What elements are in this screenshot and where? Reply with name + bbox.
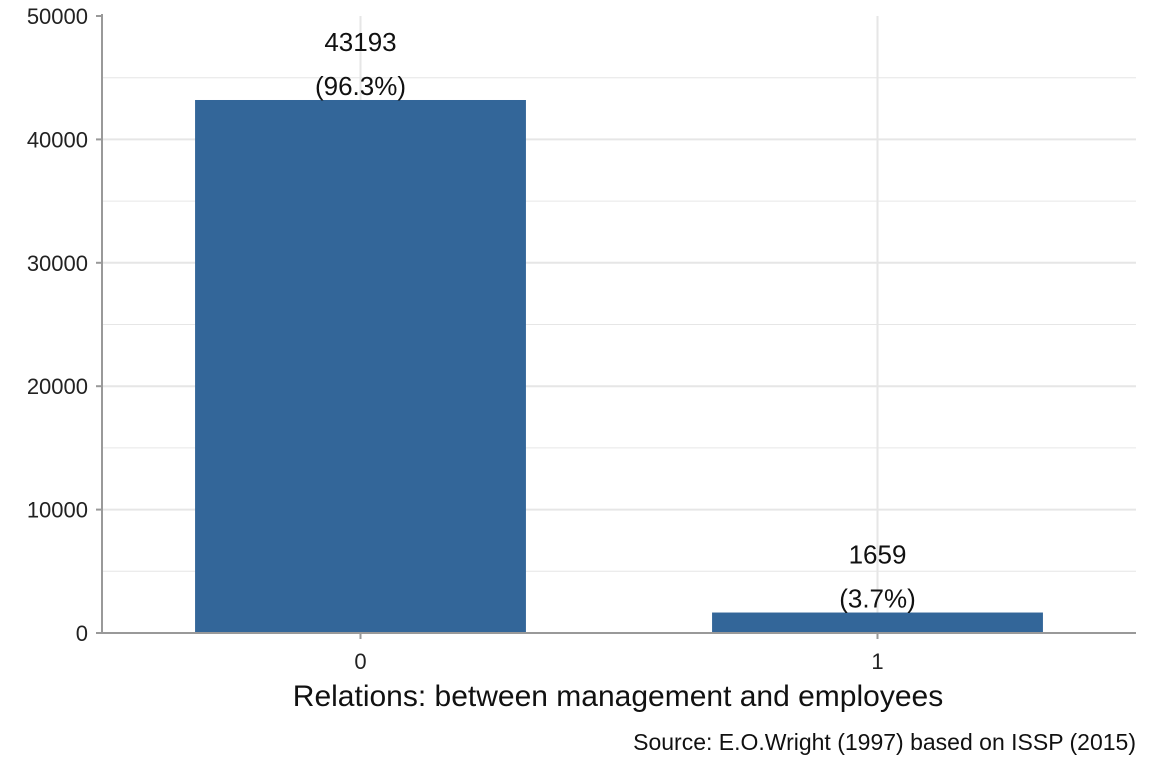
bar xyxy=(195,99,526,633)
y-tick-labels: 0 10000 20000 30000 40000 50000 xyxy=(27,4,102,646)
data-label-percent: (3.7%) xyxy=(839,584,916,614)
x-tick-label: 1 xyxy=(871,649,883,674)
data-label-value: 43193 xyxy=(324,27,396,57)
axes xyxy=(96,14,1136,634)
x-axis-label: Relations: between management and employ… xyxy=(293,680,943,713)
data-label-percent: (96.3%) xyxy=(315,71,406,101)
bars xyxy=(195,99,1043,633)
y-tick-label: 40000 xyxy=(27,127,88,152)
data-labels: 43193 (96.3%) 1659 (3.7%) xyxy=(315,27,916,614)
y-tick-label: 10000 xyxy=(27,498,88,523)
y-tick-label: 0 xyxy=(76,621,88,646)
bar xyxy=(712,612,1043,633)
y-tick-label: 50000 xyxy=(27,4,88,29)
y-tick-label: 20000 xyxy=(27,374,88,399)
y-tick-label: 30000 xyxy=(27,251,88,276)
x-tick-label: 0 xyxy=(354,649,366,674)
data-label-value: 1659 xyxy=(849,540,907,570)
source-note: Source: E.O.Wright (1997) based on ISSP … xyxy=(633,729,1136,755)
